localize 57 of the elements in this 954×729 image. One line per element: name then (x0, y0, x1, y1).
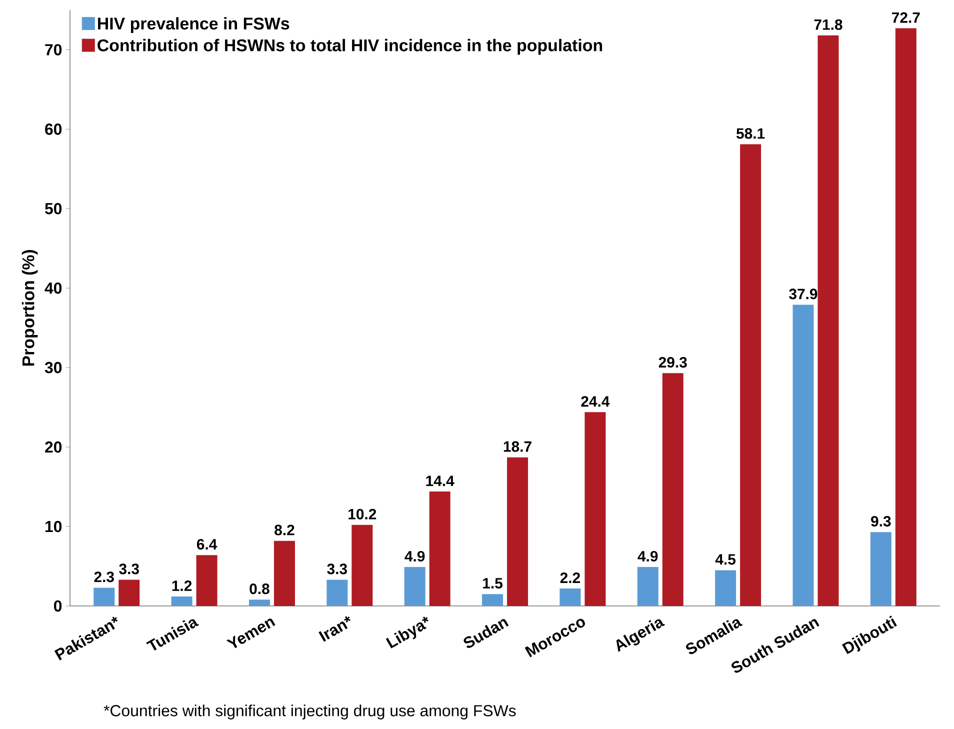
y-tick-label: 70 (45, 44, 62, 56)
data-label: 1.5 (483, 578, 502, 589)
bar (895, 28, 916, 606)
bar (196, 555, 218, 606)
bar (662, 373, 684, 606)
bar (94, 588, 115, 606)
data-label: 1.2 (172, 580, 192, 591)
bar (715, 570, 736, 606)
bar (482, 594, 504, 606)
bar (429, 492, 450, 606)
bar (404, 567, 426, 606)
y-tick-label: 30 (44, 362, 62, 374)
bar (171, 596, 192, 606)
data-label: 0.8 (250, 584, 270, 594)
bar (740, 144, 762, 606)
data-label: 58.1 (736, 128, 765, 139)
bar (507, 457, 528, 606)
bar (248, 600, 270, 606)
y-tick-label: 60 (45, 124, 62, 135)
y-tick-label: 20 (45, 441, 62, 453)
legend-label: HIV prevalence in FSWs (98, 17, 290, 33)
data-label: 24.4 (581, 396, 610, 407)
text: *Countries with significant injecting drug use among FSWs (104, 704, 516, 720)
data-label: 4.9 (638, 550, 658, 562)
bar (870, 532, 892, 606)
bar (326, 580, 348, 606)
data-label: 72.7 (892, 12, 920, 23)
y-axis-title: Proportion (%) (22, 250, 38, 366)
legend-label: Contribution of HSWNs to total HIV incidence in the population (98, 38, 602, 55)
data-label: 37.9 (789, 288, 818, 300)
y-tick-label: 40 (44, 282, 62, 294)
data-label: 6.4 (196, 539, 218, 550)
bar (352, 524, 373, 606)
data-label: 10.2 (348, 508, 376, 520)
data-label: 2.3 (94, 572, 114, 582)
y-tick-label: 0 (54, 600, 62, 612)
bar (818, 35, 839, 606)
bar (118, 580, 140, 606)
y-tick-label: 50 (44, 203, 62, 214)
data-label: 18.7 (504, 441, 532, 452)
data-label: 4.5 (715, 554, 736, 565)
data-label: 3.3 (119, 564, 139, 574)
x-tick-label: Iran* (318, 616, 350, 642)
y-tick-label: 10 (46, 520, 62, 532)
data-label: 8.2 (274, 524, 294, 536)
data-label: 29.3 (658, 357, 687, 368)
bar (560, 588, 581, 606)
data-label: 3.3 (327, 564, 347, 574)
bar (637, 567, 658, 606)
data-label: 2.2 (560, 572, 580, 583)
bar (274, 540, 295, 606)
bar (584, 412, 606, 606)
data-label: 14.4 (426, 476, 454, 486)
data-label: 4.9 (404, 550, 425, 562)
data-label: 71.8 (814, 19, 842, 30)
bar (792, 304, 814, 606)
data-label: 9.3 (871, 516, 891, 527)
